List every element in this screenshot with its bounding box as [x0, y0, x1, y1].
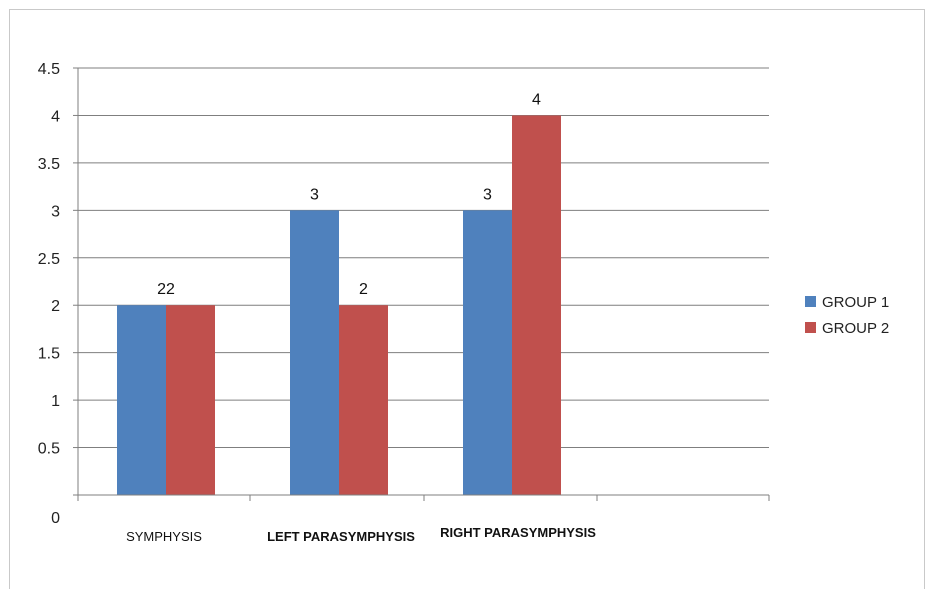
y-tick-label: 1.5	[38, 346, 60, 363]
data-label: 4	[532, 91, 541, 108]
y-tick-label: 4.5	[38, 61, 60, 78]
x-category-label: SYMPHYSIS	[126, 529, 202, 544]
legend-label: GROUP 1	[822, 294, 889, 311]
y-tick-label: 0.5	[38, 441, 60, 458]
bar-group-2	[166, 305, 215, 495]
x-category-label: RIGHT PARASYMPHYSIS	[440, 525, 596, 540]
bar-group-2	[512, 115, 561, 495]
bar-group-1	[463, 210, 512, 496]
x-category-label: LEFT PARASYMPHYSIS	[267, 529, 415, 544]
data-labels: 22 3 2 3 4	[157, 91, 541, 298]
data-label: 3	[483, 186, 492, 203]
y-tick-label: 2.5	[38, 251, 60, 268]
data-label: 2	[359, 281, 368, 298]
legend-swatch	[805, 322, 816, 333]
data-label: 22	[157, 281, 175, 298]
data-label: 3	[310, 186, 319, 203]
x-axis: SYMPHYSIS LEFT PARASYMPHYSIS RIGHT PARASYM…	[77, 68, 770, 544]
y-tick-label: 4	[51, 108, 60, 125]
y-tick-label: 1	[51, 393, 60, 410]
legend: GROUP 1 GROUP 2	[805, 294, 889, 337]
chart-frame	[9, 9, 925, 589]
y-axis-ticks: 0 0.5 1 1.5 2 2.5 3 3.5 4 4.5	[38, 61, 78, 527]
legend-label: GROUP 2	[822, 320, 889, 337]
legend-swatch	[805, 296, 816, 307]
y-tick-label: 2	[51, 298, 60, 315]
bar-group-2	[339, 305, 388, 495]
bar-group-1	[117, 305, 166, 495]
bar-group-1	[290, 210, 339, 496]
y-tick-label: 0	[51, 510, 60, 527]
bars	[117, 115, 561, 496]
y-tick-label: 3	[51, 203, 60, 220]
y-tick-label: 3.5	[38, 156, 60, 173]
